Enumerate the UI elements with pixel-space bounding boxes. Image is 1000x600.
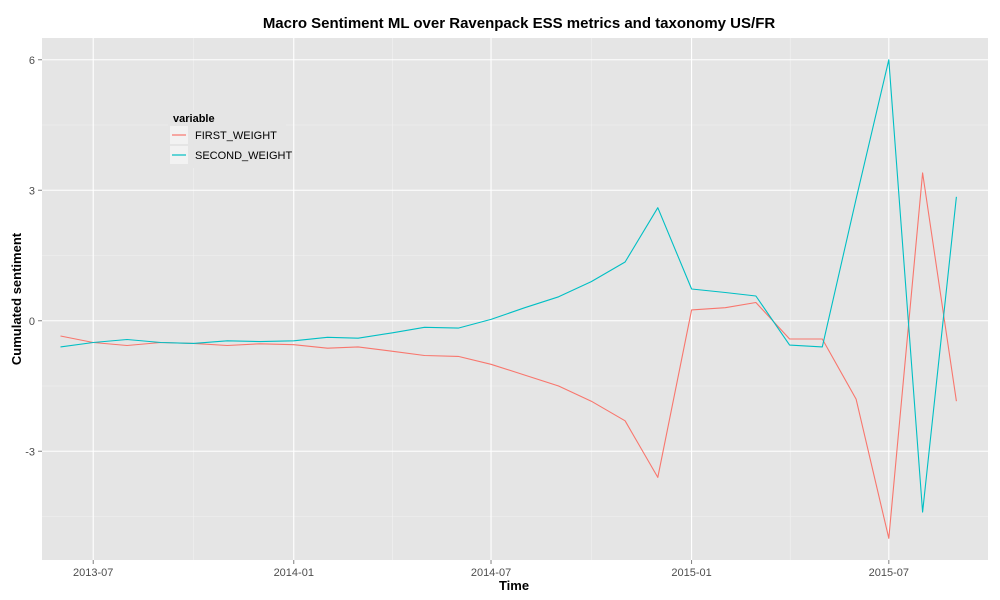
x-tick-label: 2014-07 (471, 567, 511, 579)
legend-label: SECOND_WEIGHT (195, 150, 292, 162)
x-tick-label: 2015-07 (869, 567, 909, 579)
y-axis: -3 0 3 6 (25, 55, 42, 458)
x-tick-label: 2013-07 (73, 567, 113, 579)
chart-title: Macro Sentiment ML over Ravenpack ESS me… (263, 15, 776, 32)
legend-title: variable (173, 113, 215, 125)
y-tick-label: -3 (25, 446, 35, 458)
legend: variable FIRST_WEIGHT SECOND_WEIGHT (168, 110, 292, 168)
x-tick-label: 2014-01 (274, 567, 314, 579)
y-tick-label: 3 (29, 185, 35, 197)
legend-label: FIRST_WEIGHT (195, 130, 277, 142)
series-line-first-weight (60, 172, 957, 539)
x-axis: 2013-07 2014-01 2014-07 2015-01 2015-07 (73, 560, 909, 579)
y-tick-label: 0 (29, 316, 35, 328)
x-tick-label: 2015-01 (671, 567, 711, 579)
y-axis-title: Cumulated sentiment (9, 232, 24, 365)
series-lines (60, 59, 957, 539)
x-axis-title: Time (499, 578, 529, 593)
y-tick-label: 6 (29, 55, 35, 67)
series-line-second-weight (60, 59, 957, 513)
